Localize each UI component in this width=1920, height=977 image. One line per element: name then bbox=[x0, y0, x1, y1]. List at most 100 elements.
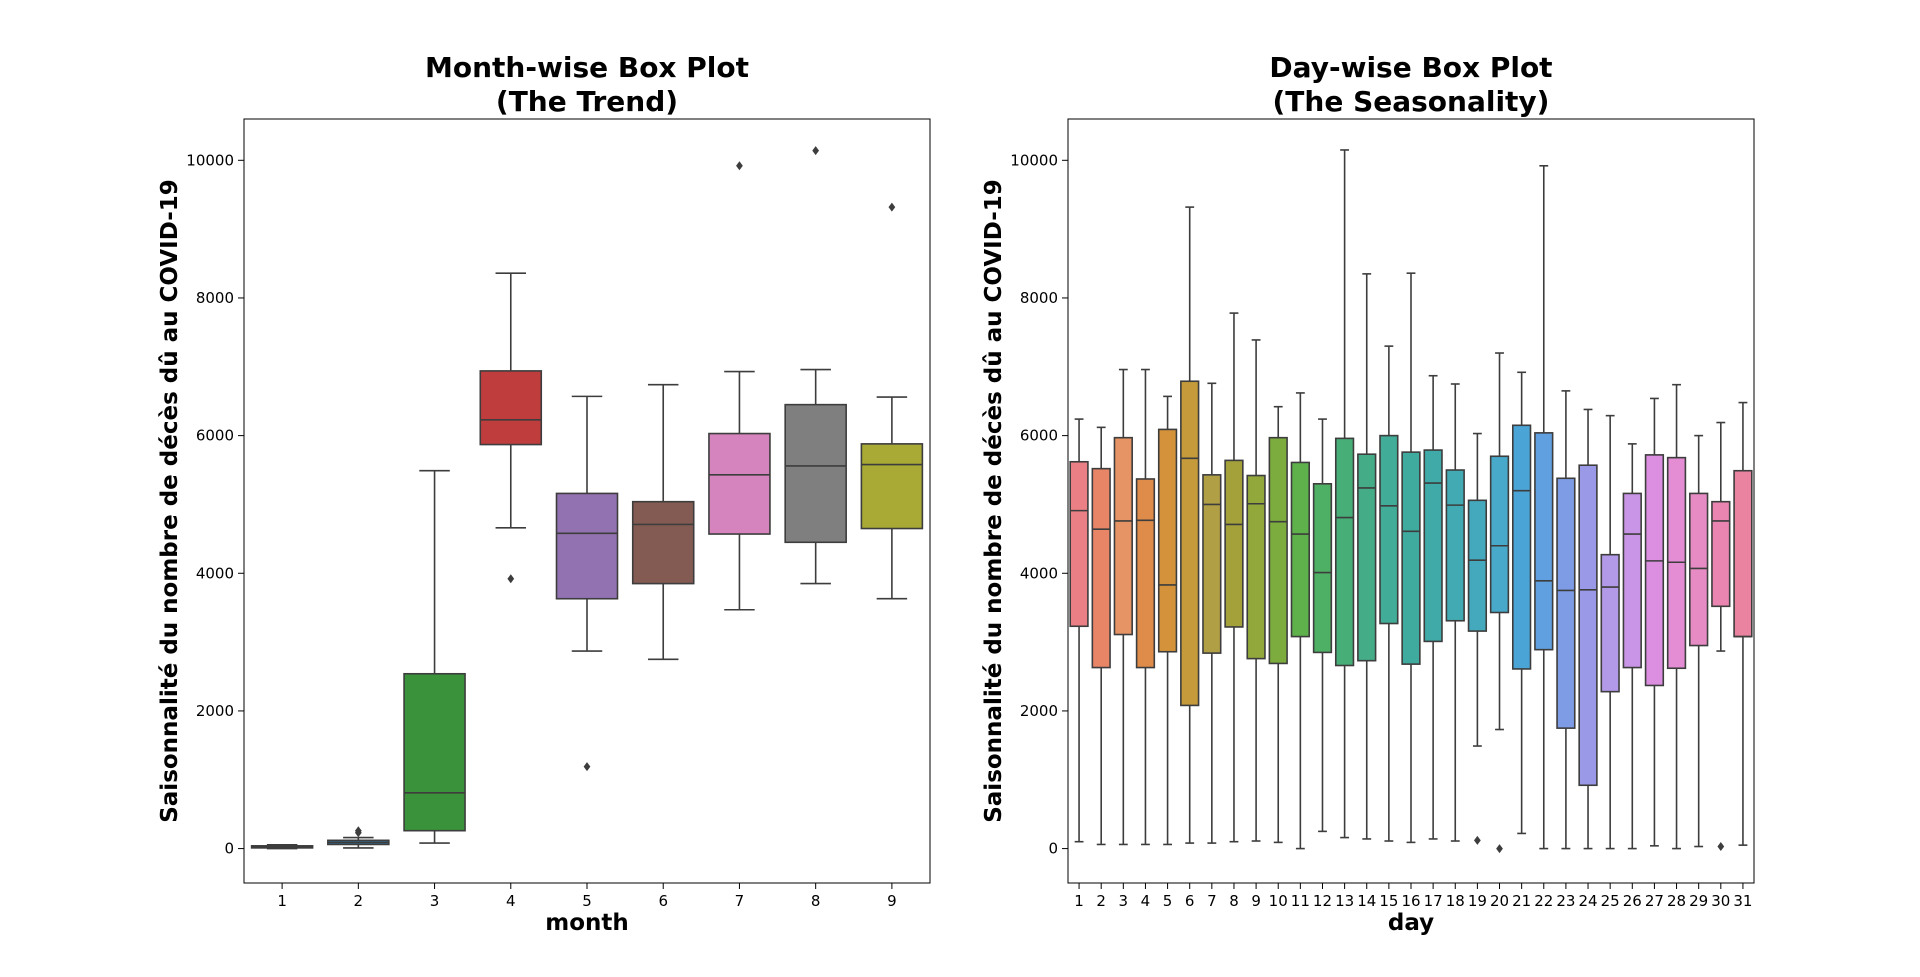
box-body bbox=[1357, 453, 1377, 662]
outlier-point bbox=[812, 146, 820, 156]
box-6 bbox=[631, 383, 695, 661]
x-tick-label: 6 bbox=[658, 892, 668, 910]
box-body bbox=[1445, 469, 1465, 622]
x-tick-label: 3 bbox=[430, 892, 440, 910]
box-body bbox=[1689, 492, 1709, 647]
box-13 bbox=[1334, 149, 1355, 839]
box-body bbox=[1157, 428, 1178, 653]
box-body bbox=[1202, 474, 1222, 654]
y-tick-label: 0 bbox=[1048, 840, 1058, 858]
y-tick-label: 2000 bbox=[1020, 702, 1058, 720]
box-body bbox=[1733, 469, 1753, 638]
box-12 bbox=[1312, 418, 1333, 833]
x-tick-label: 14 bbox=[1357, 892, 1376, 910]
box-body bbox=[1180, 380, 1200, 707]
outlier-point bbox=[736, 161, 743, 171]
y-tick-label: 4000 bbox=[1020, 564, 1058, 582]
box-1 bbox=[1069, 418, 1089, 843]
box-3 bbox=[403, 469, 466, 844]
box-2 bbox=[1091, 426, 1111, 846]
y-tick-label: 10000 bbox=[186, 151, 234, 169]
y-tick-label: 10000 bbox=[1010, 151, 1058, 169]
box-8 bbox=[784, 146, 847, 585]
x-tick-label: 26 bbox=[1623, 892, 1642, 910]
outlier-point bbox=[888, 202, 896, 212]
x-tick-label: 8 bbox=[1229, 892, 1239, 910]
box-22 bbox=[1534, 165, 1554, 850]
x-tick-label: 12 bbox=[1313, 892, 1332, 910]
box-21 bbox=[1511, 371, 1532, 835]
box-25 bbox=[1600, 414, 1620, 850]
x-tick-label: 7 bbox=[1207, 892, 1217, 910]
box-body bbox=[1091, 467, 1111, 669]
box-24 bbox=[1578, 408, 1598, 850]
x-tick-label: 19 bbox=[1468, 892, 1487, 910]
x-tick-label: 20 bbox=[1490, 892, 1509, 910]
axes-frame bbox=[243, 118, 931, 884]
x-tick-label: 2 bbox=[354, 892, 364, 910]
box-11 bbox=[1290, 392, 1311, 850]
box-3 bbox=[1113, 368, 1133, 846]
box-body bbox=[1622, 492, 1642, 669]
x-tick-label: 11 bbox=[1291, 892, 1310, 910]
x-tick-label: 23 bbox=[1556, 892, 1575, 910]
box-9 bbox=[860, 202, 924, 600]
y-axis: 0 2000 4000 6000 8000 10000 bbox=[1010, 151, 1068, 858]
y-tick-label: 4000 bbox=[196, 564, 234, 582]
y-tick-label: 2000 bbox=[196, 702, 234, 720]
box-body bbox=[1246, 474, 1266, 660]
x-tick-label: 29 bbox=[1689, 892, 1708, 910]
x-tick-label: 13 bbox=[1335, 892, 1354, 910]
box-4 bbox=[1135, 368, 1156, 846]
x-tick-label: 6 bbox=[1185, 892, 1195, 910]
x-tick-label: 21 bbox=[1512, 892, 1531, 910]
box-14 bbox=[1357, 273, 1377, 840]
x-tick-label: 1 bbox=[277, 892, 287, 910]
box-body bbox=[1556, 477, 1576, 729]
box-5 bbox=[1157, 395, 1178, 846]
box-10 bbox=[1268, 405, 1288, 844]
box-body bbox=[631, 500, 695, 585]
box-31 bbox=[1733, 401, 1753, 846]
box-7 bbox=[1202, 382, 1222, 844]
chart-title-line-2: (The Seasonality) bbox=[1273, 85, 1550, 118]
x-tick-label: 4 bbox=[1141, 892, 1151, 910]
box-20 bbox=[1489, 352, 1510, 854]
chart-title-line-1: Day-wise Box Plot bbox=[1269, 51, 1552, 84]
y-axis-label: Saisonnalité du nombre de décès dû au CO… bbox=[981, 179, 1007, 823]
box-27 bbox=[1644, 397, 1665, 847]
plot-area bbox=[250, 146, 924, 850]
x-axis-label: day bbox=[1388, 910, 1434, 936]
box-9 bbox=[1246, 339, 1266, 842]
box-28 bbox=[1666, 383, 1687, 850]
x-tick-label: 5 bbox=[582, 892, 592, 910]
x-tick-label: 10 bbox=[1269, 892, 1288, 910]
outlier-point bbox=[1474, 835, 1481, 845]
outlier-point bbox=[583, 762, 591, 772]
box-26 bbox=[1622, 443, 1642, 850]
x-tick-label: 31 bbox=[1733, 892, 1752, 910]
y-tick-label: 0 bbox=[224, 840, 234, 858]
box-body bbox=[1312, 482, 1333, 654]
box-29 bbox=[1689, 434, 1709, 848]
y-tick-label: 6000 bbox=[196, 427, 234, 445]
box-19 bbox=[1467, 432, 1488, 845]
box-4 bbox=[479, 272, 543, 584]
x-tick-label: 16 bbox=[1401, 892, 1420, 910]
box-body bbox=[708, 432, 771, 535]
box-body bbox=[1113, 436, 1133, 636]
y-tick-label: 8000 bbox=[1020, 289, 1058, 307]
x-tick-label: 8 bbox=[811, 892, 821, 910]
x-tick-label: 5 bbox=[1163, 892, 1173, 910]
box-body bbox=[1069, 460, 1089, 628]
box-8 bbox=[1224, 312, 1244, 843]
box-body bbox=[1135, 478, 1156, 669]
box-body bbox=[860, 443, 924, 530]
box-7 bbox=[708, 161, 771, 611]
box-body bbox=[1290, 461, 1311, 638]
x-tick-label: 15 bbox=[1379, 892, 1398, 910]
axes-frame bbox=[1067, 118, 1755, 884]
box-body bbox=[1334, 437, 1355, 667]
box-23 bbox=[1556, 390, 1576, 850]
x-tick-label: 22 bbox=[1534, 892, 1553, 910]
